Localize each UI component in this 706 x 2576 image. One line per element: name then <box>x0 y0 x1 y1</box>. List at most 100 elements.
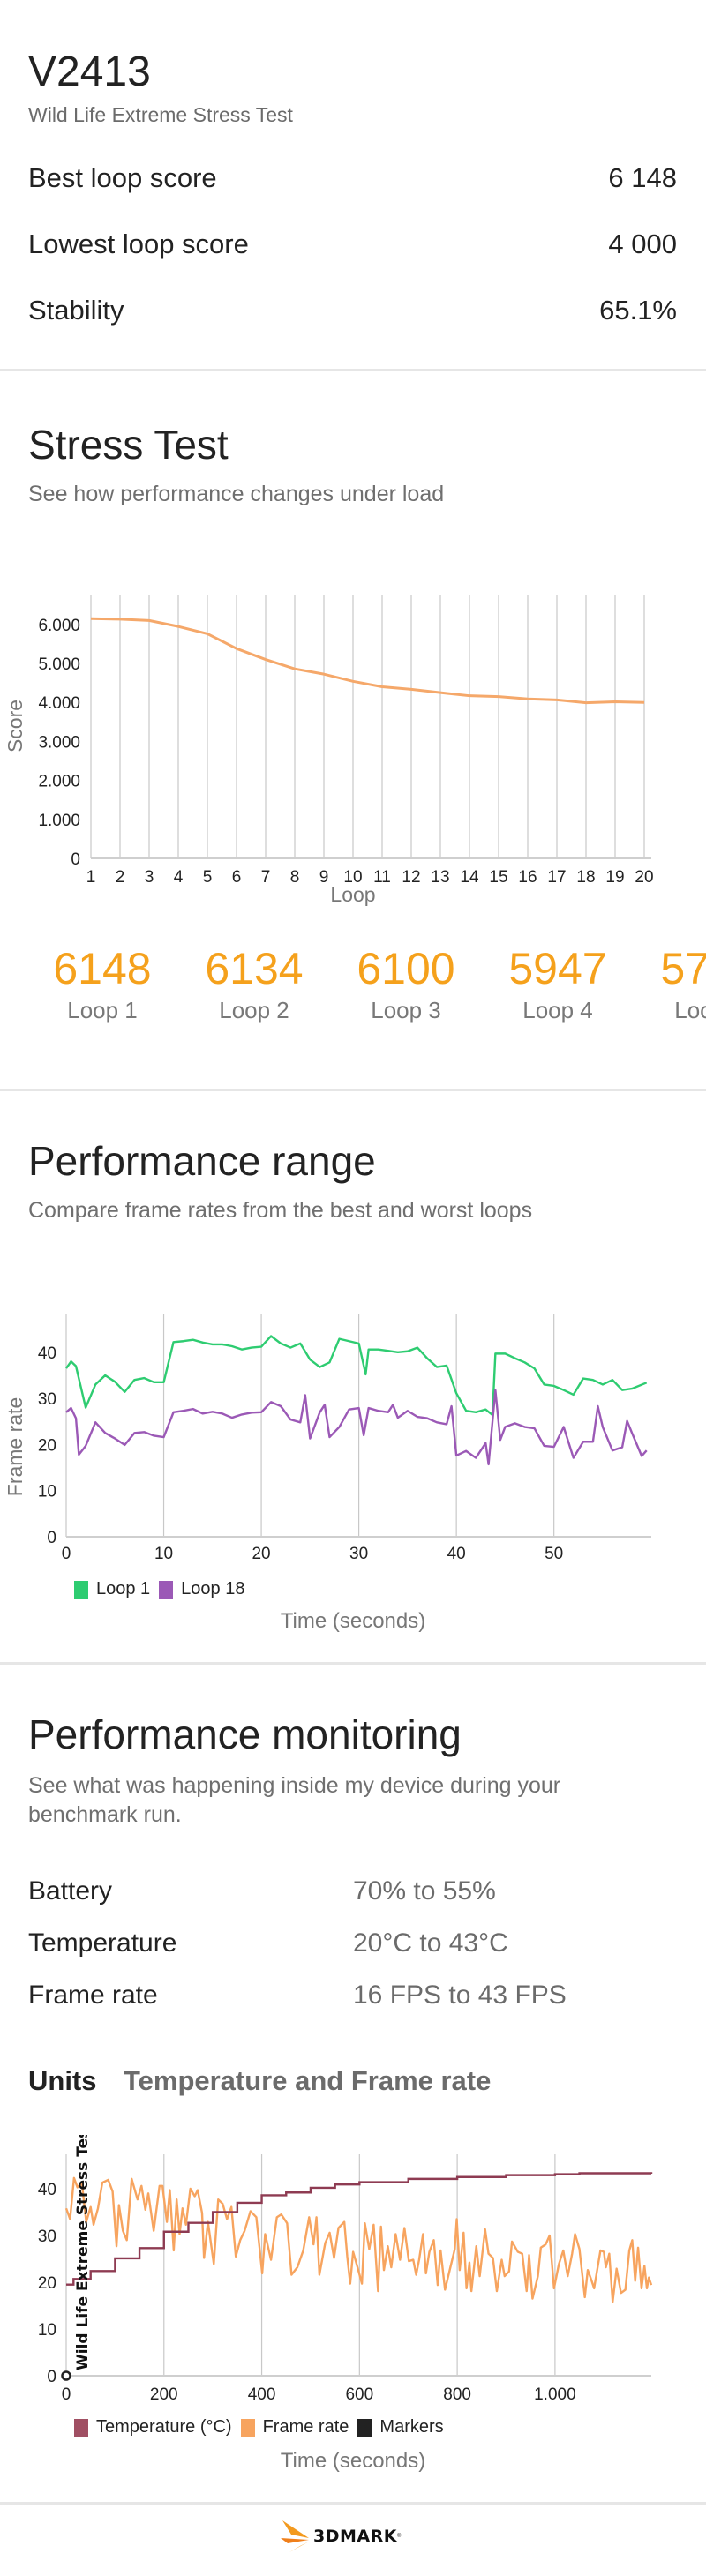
loop-label: Loop 1 <box>67 997 138 1023</box>
svg-text:200: 200 <box>150 2385 178 2404</box>
loop-scores-carousel[interactable]: 6148 Loop 1 6134 Loop 2 6100 Loop 3 5947… <box>0 944 706 1041</box>
loop-tile[interactable]: 6134 Loop 2 <box>178 944 330 1025</box>
performance-monitoring-subtitle: See what was happening inside my device … <box>28 1773 561 1827</box>
stability-label: Stability <box>28 295 124 326</box>
best-loop-score-label: Best loop score <box>28 162 217 193</box>
svg-text:5.000: 5.000 <box>38 655 80 674</box>
battery-value: 70% to 55% <box>353 1876 496 1906</box>
svg-text:30: 30 <box>38 1390 56 1409</box>
3dmark-logo: 3DMARK ® <box>279 2519 401 2554</box>
legend-item-temperature[interactable]: Temperature (°C) <box>74 2417 232 2437</box>
svg-text:11: 11 <box>373 868 391 887</box>
svg-text:0: 0 <box>47 1529 56 1547</box>
svg-text:0: 0 <box>71 850 80 869</box>
best-loop-score-value: 6 148 <box>608 162 677 193</box>
x-axis-title: Time (seconds) <box>280 2449 426 2473</box>
svg-text:Wild Life Extreme Stress Test: Wild Life Extreme Stress Test <box>74 2135 92 2370</box>
legend-label: Markers <box>379 2417 444 2437</box>
legend-label: Loop 1 <box>96 1579 151 1599</box>
svg-text:0: 0 <box>47 2368 56 2386</box>
svg-text:40: 40 <box>447 1545 466 1563</box>
svg-text:2: 2 <box>116 868 125 887</box>
svg-text:16: 16 <box>518 868 537 887</box>
section-divider <box>0 369 706 371</box>
svg-text:0: 0 <box>62 1545 71 1563</box>
svg-text:800: 800 <box>443 2385 471 2404</box>
svg-text:Loop: Loop <box>330 883 375 906</box>
svg-text:5: 5 <box>203 868 213 887</box>
svg-text:10: 10 <box>38 2321 56 2340</box>
svg-text:12: 12 <box>402 868 420 887</box>
loop-tile[interactable]: 6148 Loop 1 <box>26 944 178 1025</box>
loop-label: Loop 4 <box>522 997 593 1023</box>
svg-text:13: 13 <box>431 868 449 887</box>
frame-rate-swatch-icon <box>240 2418 255 2437</box>
svg-text:19: 19 <box>605 868 624 887</box>
frame-rate-label: Frame rate <box>28 1981 158 2010</box>
svg-text:3.000: 3.000 <box>38 733 80 752</box>
logo-text: 3DMARK <box>313 2527 397 2546</box>
svg-text:20: 20 <box>252 1545 270 1563</box>
svg-text:Score: Score <box>4 700 26 753</box>
legend-item-loop18[interactable]: Loop 18 <box>159 1579 244 1599</box>
stability-value: 65.1% <box>599 295 677 326</box>
svg-text:400: 400 <box>248 2385 276 2404</box>
frame-rate-value: 16 FPS to 43 FPS <box>353 1981 567 2010</box>
loop-score: 5760 <box>660 944 706 993</box>
section-divider <box>0 1662 706 1665</box>
loop-tile[interactable]: 5760 Loop 5 <box>634 944 706 1025</box>
temperature-value: 20°C to 43°C <box>353 1928 508 1958</box>
svg-text:20: 20 <box>38 2274 56 2293</box>
svg-text:17: 17 <box>547 868 566 887</box>
svg-text:18: 18 <box>576 868 595 887</box>
loop18-swatch-icon <box>159 1580 174 1599</box>
svg-text:4: 4 <box>174 868 184 887</box>
legend-item-markers[interactable]: Markers <box>357 2417 444 2437</box>
test-name: Wild Life Extreme Stress Test <box>28 103 293 126</box>
svg-text:10: 10 <box>343 868 362 887</box>
temperature-label: Temperature <box>28 1928 177 1958</box>
logo-registered: ® <box>396 2534 402 2539</box>
loop-tile[interactable]: 5947 Loop 4 <box>482 944 634 1025</box>
svg-text:6.000: 6.000 <box>38 617 80 635</box>
svg-text:30: 30 <box>349 1545 368 1563</box>
loop-tile[interactable]: 6100 Loop 3 <box>330 944 482 1025</box>
stress-test-title: Stress Test <box>28 422 229 468</box>
svg-text:7: 7 <box>261 868 271 887</box>
loop-score: 6100 <box>357 944 455 993</box>
svg-text:20: 20 <box>38 1436 56 1455</box>
legend-item-frame-rate[interactable]: Frame rate <box>240 2417 349 2437</box>
x-axis-title: Time (seconds) <box>280 1609 426 1633</box>
svg-text:4.000: 4.000 <box>38 694 80 713</box>
svg-text:15: 15 <box>489 868 507 887</box>
stress-test-subtitle: See how performance changes under load <box>28 482 445 506</box>
section-divider <box>0 1089 706 1091</box>
performance-monitoring-chart: 0 200 400 600 800 1.000 0 10 20 30 40 Wild Life Ext… <box>38 2135 653 2404</box>
loop-score: 6148 <box>53 944 152 993</box>
lowest-loop-score-value: 4 000 <box>608 228 677 259</box>
legend-label: Loop 18 <box>181 1579 245 1599</box>
svg-text:1.000: 1.000 <box>534 2385 576 2404</box>
legend-label: Frame rate <box>262 2417 349 2437</box>
svg-text:Frame rate: Frame rate <box>4 1397 26 1496</box>
svg-text:50: 50 <box>545 1545 563 1563</box>
legend-item-loop1[interactable]: Loop 1 <box>74 1579 150 1599</box>
svg-text:8: 8 <box>290 868 300 887</box>
device-name: V2413 <box>28 49 151 95</box>
units-selector[interactable]: Temperature and Frame rate <box>124 2065 492 2096</box>
svg-text:600: 600 <box>345 2385 373 2404</box>
legend-label: Temperature (°C) <box>96 2417 232 2437</box>
svg-text:10: 10 <box>154 1545 173 1563</box>
svg-text:3: 3 <box>145 868 154 887</box>
temperature-swatch-icon <box>74 2418 88 2437</box>
performance-monitoring-legend: Temperature (°C) Frame rate Markers <box>74 2417 453 2437</box>
3dmark-wing-icon <box>281 2520 309 2552</box>
svg-text:20: 20 <box>635 868 653 887</box>
stress-test-chart: 1 2 3 4 5 6 7 8 9 10 11 12 13 14 15 16 17 18 19 2001.0002.0… <box>4 595 654 906</box>
section-divider <box>0 2502 706 2505</box>
svg-text:0: 0 <box>62 2385 71 2404</box>
svg-text:1.000: 1.000 <box>38 812 80 830</box>
lowest-loop-score-label: Lowest loop score <box>28 228 249 259</box>
svg-text:30: 30 <box>38 2228 56 2246</box>
svg-text:1: 1 <box>86 868 96 887</box>
